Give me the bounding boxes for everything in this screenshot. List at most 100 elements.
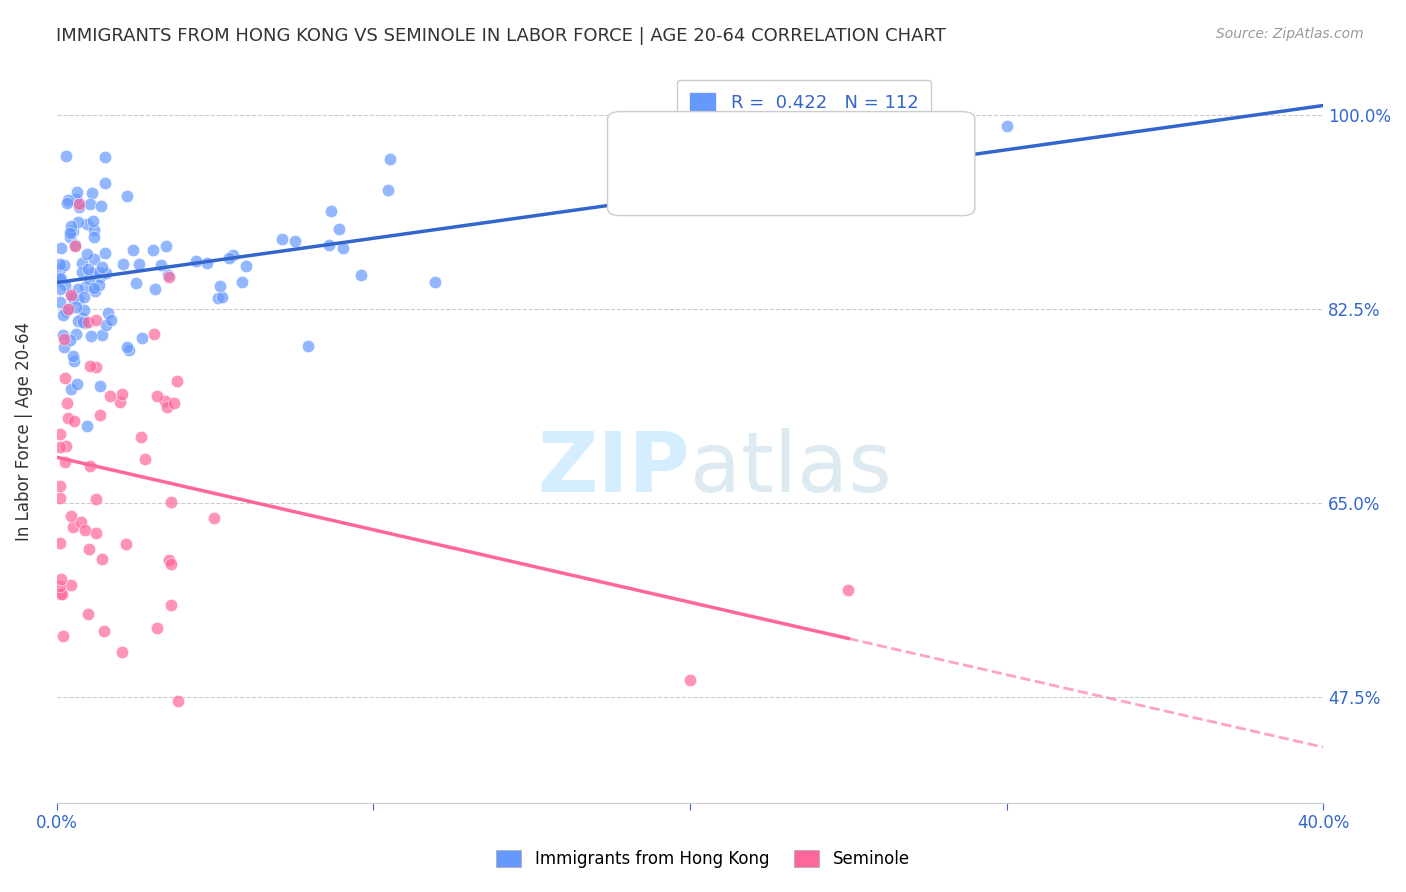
Point xyxy=(318,238,340,252)
Point xyxy=(76,247,98,261)
Point xyxy=(65,300,87,314)
Point xyxy=(837,583,859,598)
Point xyxy=(63,238,86,252)
Point xyxy=(143,282,166,296)
Point xyxy=(66,185,89,199)
Point xyxy=(155,239,177,253)
Point xyxy=(143,326,166,341)
Point xyxy=(83,281,105,295)
Point xyxy=(52,308,75,322)
Point xyxy=(115,340,138,354)
Point xyxy=(77,607,100,622)
Y-axis label: In Labor Force | Age 20-64: In Labor Force | Age 20-64 xyxy=(15,321,32,541)
Text: IMMIGRANTS FROM HONG KONG VS SEMINOLE IN LABOR FORCE | AGE 20-64 CORRELATION CHA: IMMIGRANTS FROM HONG KONG VS SEMINOLE IN… xyxy=(56,27,946,45)
Point xyxy=(112,256,135,270)
Point xyxy=(60,287,83,301)
Text: atlas: atlas xyxy=(690,428,891,508)
Point xyxy=(49,441,72,455)
Point xyxy=(60,219,83,233)
Point xyxy=(79,459,101,474)
Point xyxy=(60,286,83,301)
Point xyxy=(271,232,294,246)
Point xyxy=(160,557,183,571)
Point xyxy=(94,150,117,164)
Point xyxy=(98,389,121,403)
Point xyxy=(49,262,72,277)
Point xyxy=(122,243,145,257)
Point xyxy=(84,491,107,506)
Point xyxy=(125,277,148,291)
Point xyxy=(131,430,153,444)
Point xyxy=(156,400,179,414)
Point xyxy=(380,152,402,166)
Point xyxy=(67,200,90,214)
Point xyxy=(53,371,76,385)
Point xyxy=(350,268,373,282)
Point xyxy=(55,439,77,453)
Point xyxy=(90,327,112,342)
Point xyxy=(62,291,84,305)
Text: ZIP: ZIP xyxy=(537,428,690,508)
Legend: Immigrants from Hong Kong, Seminole: Immigrants from Hong Kong, Seminole xyxy=(489,843,917,875)
Point xyxy=(67,196,90,211)
Point xyxy=(62,224,84,238)
Point xyxy=(69,515,91,529)
Point xyxy=(157,269,180,284)
Point xyxy=(134,451,156,466)
Point xyxy=(75,523,97,537)
Point xyxy=(82,266,104,280)
Point xyxy=(160,598,183,612)
Point xyxy=(91,552,114,566)
Point xyxy=(58,301,80,316)
Point xyxy=(53,259,76,273)
Point xyxy=(56,395,79,409)
Point xyxy=(66,194,89,209)
Point xyxy=(77,315,100,329)
Point xyxy=(66,215,89,229)
Point xyxy=(84,313,107,327)
Point xyxy=(207,291,229,305)
Point xyxy=(52,629,75,643)
Point xyxy=(53,278,76,293)
Point xyxy=(100,312,122,326)
Point xyxy=(53,455,76,469)
Point xyxy=(72,315,94,329)
Point xyxy=(65,237,87,252)
Point xyxy=(52,340,75,354)
Point xyxy=(49,427,72,442)
Point xyxy=(111,387,134,401)
Point xyxy=(114,537,136,551)
Point xyxy=(63,414,86,428)
Legend: R =  0.422   N = 112, R = -0.396   N =  61: R = 0.422 N = 112, R = -0.396 N = 61 xyxy=(676,79,931,151)
Point xyxy=(423,275,446,289)
Point xyxy=(65,326,87,341)
Point xyxy=(89,408,111,422)
Point xyxy=(51,241,73,255)
Point xyxy=(163,396,186,410)
Point xyxy=(146,621,169,635)
Point xyxy=(62,353,84,368)
Point xyxy=(679,673,702,687)
Point xyxy=(55,149,77,163)
Point xyxy=(94,176,117,190)
Point xyxy=(166,375,188,389)
Text: Source: ZipAtlas.com: Source: ZipAtlas.com xyxy=(1216,27,1364,41)
Point xyxy=(156,268,179,283)
Point xyxy=(67,282,90,296)
Point xyxy=(218,252,240,266)
Point xyxy=(377,183,399,197)
Point xyxy=(115,189,138,203)
Point xyxy=(73,290,96,304)
Point xyxy=(79,359,101,374)
Point xyxy=(94,245,117,260)
Point xyxy=(49,578,72,592)
Point xyxy=(56,195,79,210)
Point xyxy=(111,645,134,659)
Point xyxy=(89,269,111,284)
Point xyxy=(49,479,72,493)
Point xyxy=(60,508,83,523)
Point xyxy=(995,119,1018,133)
Point xyxy=(89,379,111,393)
Point xyxy=(65,192,87,206)
Point xyxy=(56,193,79,207)
